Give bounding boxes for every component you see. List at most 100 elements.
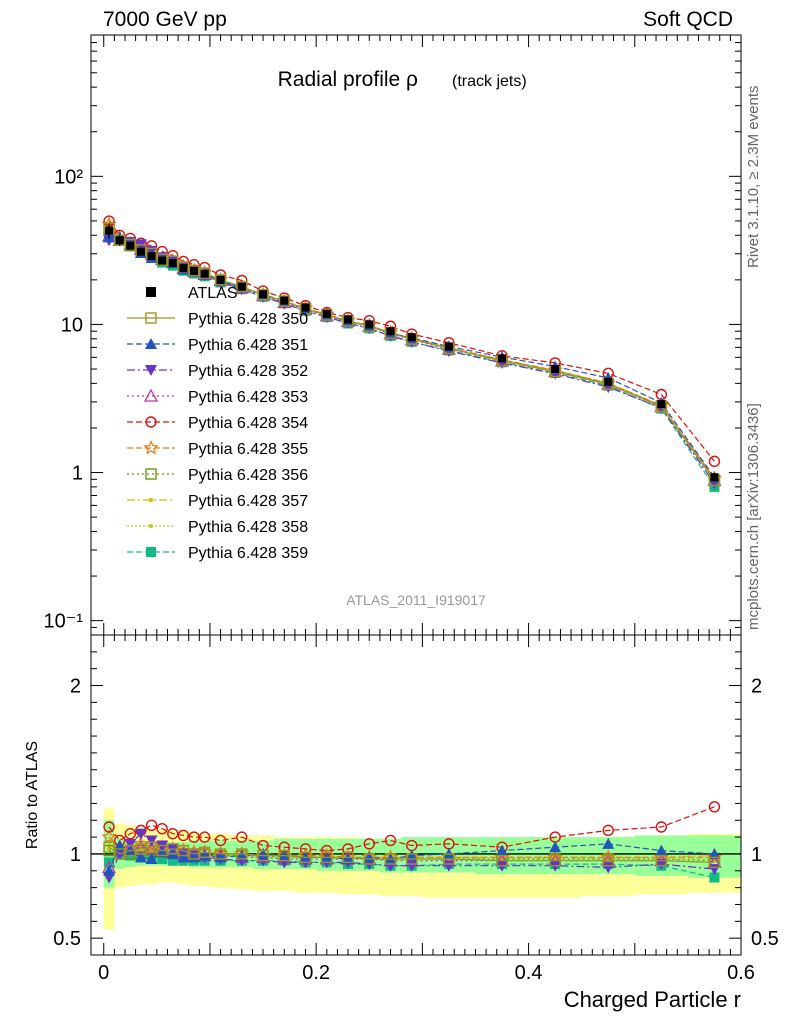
legend-label: Pythia 6.428 350 [188, 311, 308, 328]
legend-label: Pythia 6.428 352 [188, 363, 308, 380]
ratio-y-tick-label-right: 0.5 [751, 928, 779, 950]
legend-entry: Pythia 6.428 354 [127, 415, 308, 432]
y-tick-label: 10⁻¹ [44, 611, 84, 633]
legend-entry: Pythia 6.428 350 [127, 311, 308, 328]
ratio-point [655, 854, 668, 867]
ratio-point [708, 856, 721, 869]
data-point [200, 269, 209, 278]
legend-marker [145, 416, 157, 428]
legend-label: Pythia 6.428 353 [188, 389, 308, 406]
legend-label: Pythia 6.428 355 [188, 441, 308, 458]
data-point [214, 274, 227, 286]
legend-entry: Pythia 6.428 359 [127, 545, 308, 562]
ratio-line [108, 846, 715, 863]
ratio-point [278, 849, 291, 862]
ratio-y-tick-label-right: 2 [751, 676, 762, 698]
ratio-y-tick-label-right: 1 [751, 844, 762, 866]
ratio-line [108, 806, 715, 852]
ratio-point [145, 853, 158, 864]
ratio-point [655, 844, 668, 856]
ratio-point [602, 854, 614, 867]
ratio-y-tick-label: 2 [70, 676, 81, 698]
data-point [708, 455, 721, 468]
data-point [237, 282, 246, 291]
ratio-point [708, 801, 721, 813]
ratio-point [214, 848, 227, 860]
legend-label: Pythia 6.428 358 [188, 519, 308, 536]
ratio-point [198, 831, 211, 843]
ratio-point [384, 853, 397, 865]
ratio-series-pythia-6.428-354 [103, 801, 721, 857]
ratio-y-tick-label: 0.5 [53, 928, 81, 950]
data-point [301, 303, 310, 312]
legend-marker [148, 523, 154, 529]
ratio-point [405, 849, 418, 861]
ratio-point [101, 829, 117, 844]
header-right: Soft QCD [643, 8, 733, 31]
data-point [126, 241, 135, 250]
data-point [322, 309, 331, 318]
legend-label: Pythia 6.428 354 [188, 415, 308, 432]
ratio-point [496, 844, 509, 856]
ratio-point [321, 851, 333, 864]
ratio-line [108, 846, 715, 868]
legend-marker [145, 468, 157, 480]
data-point [158, 256, 167, 265]
chart-title-note: (track jets) [452, 73, 527, 90]
legend-marker [145, 312, 157, 324]
legend-marker [145, 338, 157, 349]
ratio-series-pythia-6.428-350 [103, 841, 721, 869]
ratio-point [124, 828, 136, 840]
data-point [259, 290, 268, 299]
legend-label: Pythia 6.428 351 [188, 337, 308, 354]
y-tick-label: 1 [72, 463, 83, 485]
legend-label: Pythia 6.428 357 [188, 493, 308, 510]
ratio-point [602, 837, 615, 849]
ratio-point [236, 848, 248, 860]
ratio-point [103, 841, 115, 853]
data-point [190, 266, 199, 275]
x-tick-label: 0.4 [515, 962, 543, 984]
ratio-point [236, 831, 248, 843]
data-point [604, 377, 613, 386]
watermark: ATLAS_2011_I919017 [346, 592, 486, 608]
series-atlas [105, 223, 719, 482]
ratio-frame-box [90, 634, 742, 956]
ratio-point [145, 835, 158, 847]
ratio-point [363, 838, 375, 850]
legend: ATLAS Pythia 6.428 350 Pythia 6.428 351 Pyt… [127, 285, 308, 562]
ratio-point [496, 854, 508, 867]
x-tick-label: 0 [98, 962, 109, 984]
data-point [115, 236, 124, 245]
data-point [386, 327, 395, 336]
ratio-point [133, 835, 149, 851]
ratio-line [108, 849, 715, 862]
ratio-point [134, 828, 147, 840]
main-panel-labels: 10⁻¹ 1 10 10² Radial profile ρ (track jets) AT… [44, 68, 527, 633]
ratio-point [406, 853, 418, 865]
x-axis-label: Charged Particle r [564, 987, 741, 1012]
ratio-point [549, 854, 561, 867]
data-point [236, 280, 248, 293]
ratio-point [167, 828, 179, 840]
ratio-point [113, 839, 126, 851]
ratio-point [145, 819, 158, 832]
data-point [551, 365, 560, 374]
legend-marker [146, 547, 156, 557]
ratio-point [214, 834, 227, 847]
y-tick-label: 10 [61, 314, 83, 336]
legend-marker [143, 439, 159, 455]
legend-label: Pythia 6.428 356 [188, 467, 308, 484]
data-point [147, 251, 156, 260]
ratio-point [443, 853, 455, 865]
ratio-point [124, 838, 137, 850]
ratio-point [103, 821, 115, 833]
ratio-point [177, 829, 190, 842]
ratio-point [549, 841, 562, 853]
data-point [344, 315, 353, 324]
data-point [105, 226, 114, 235]
ratio-point [384, 834, 397, 847]
data-point [407, 333, 416, 342]
ratio-panel-frame [90, 634, 742, 956]
ratio-panel-series [101, 801, 723, 884]
